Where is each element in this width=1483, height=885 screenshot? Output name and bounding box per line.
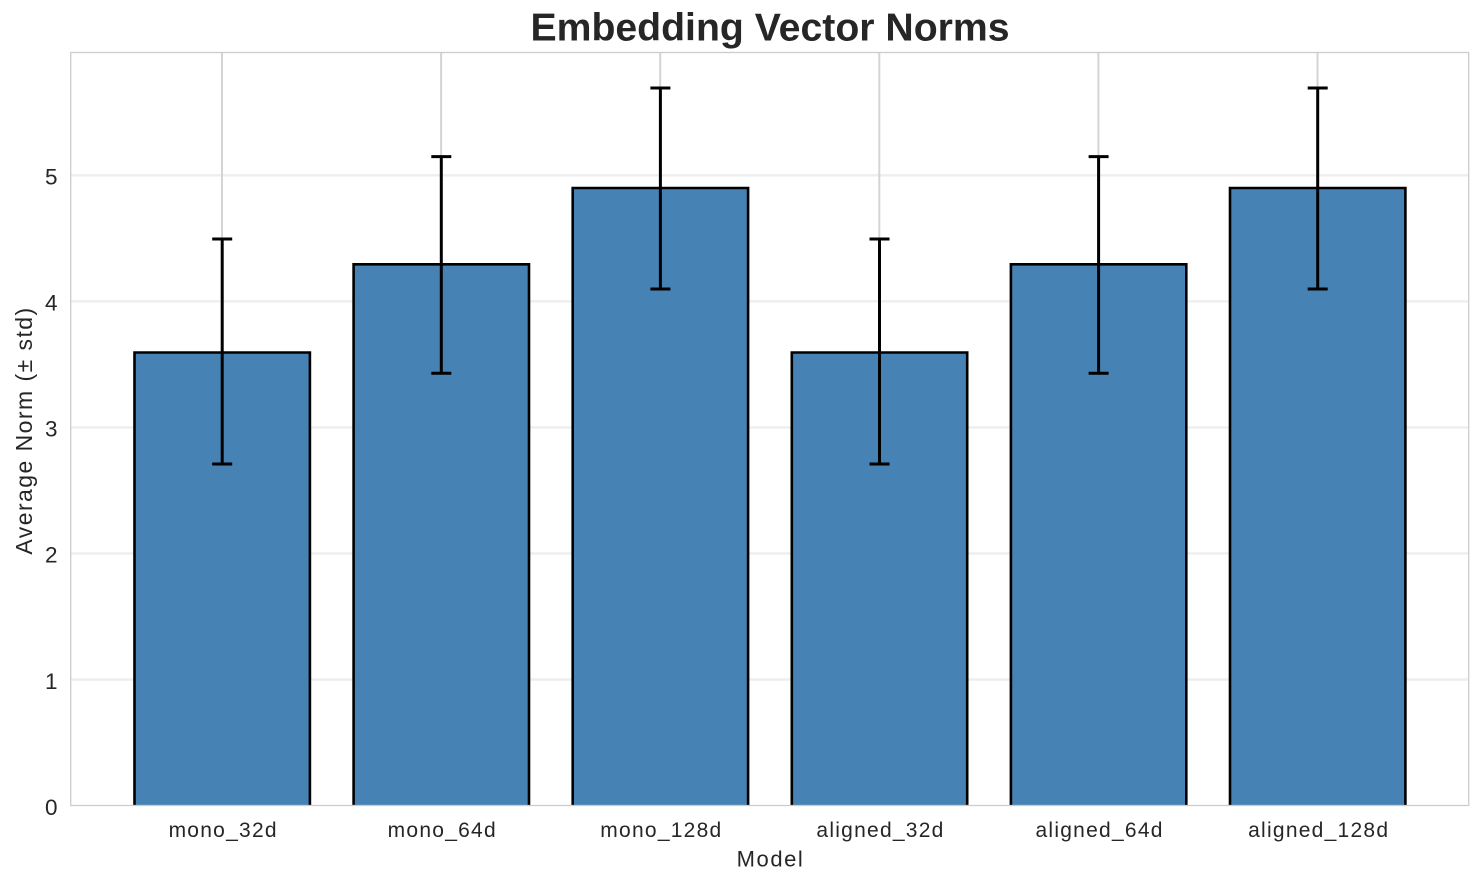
svg-text:Average Norm (± std): Average Norm (± std) <box>11 306 37 554</box>
svg-text:1: 1 <box>45 669 58 694</box>
svg-text:aligned_128d: aligned_128d <box>1248 819 1389 842</box>
svg-text:mono_128d: mono_128d <box>600 819 722 842</box>
svg-text:mono_32d: mono_32d <box>169 819 278 842</box>
svg-text:mono_64d: mono_64d <box>388 819 497 842</box>
svg-text:5: 5 <box>45 165 58 190</box>
svg-text:3: 3 <box>45 417 58 442</box>
svg-text:aligned_32d: aligned_32d <box>816 819 944 842</box>
svg-text:aligned_64d: aligned_64d <box>1035 819 1163 842</box>
svg-text:4: 4 <box>45 291 58 316</box>
svg-text:Model: Model <box>737 847 805 872</box>
svg-text:0: 0 <box>45 795 58 820</box>
svg-text:2: 2 <box>45 543 58 568</box>
svg-text:Embedding Vector Norms: Embedding Vector Norms <box>530 7 1009 50</box>
